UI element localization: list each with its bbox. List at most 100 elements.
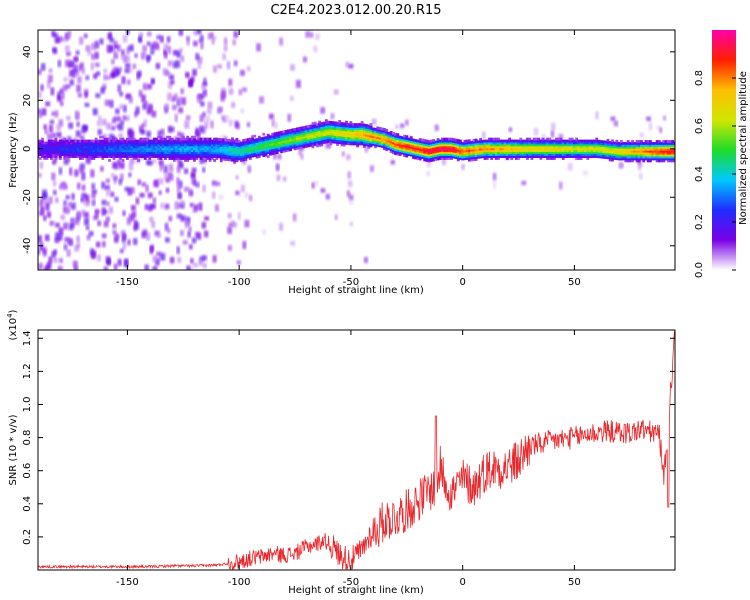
- heatmap-cell: [148, 155, 152, 158]
- heatmap-cell: [669, 140, 672, 143]
- heatmap-cell: [199, 256, 205, 262]
- heatmap-cell: [242, 87, 247, 92]
- heatmap-cell: [514, 139, 518, 143]
- heatmap-cell: [266, 137, 270, 141]
- heatmap-cell: [590, 141, 594, 145]
- heatmap-cell: [168, 145, 172, 149]
- heatmap-cell: [445, 137, 449, 141]
- heatmap-cell: [277, 135, 281, 139]
- heatmap-cell: [130, 151, 134, 155]
- heatmap-cell: [247, 165, 252, 173]
- heatmap-cell: [324, 130, 328, 134]
- heatmap-cell: [387, 139, 391, 143]
- heatmap-cell: [450, 139, 453, 143]
- heatmap-cell: [56, 123, 61, 131]
- heatmap-cell: [546, 147, 549, 151]
- heatmap-cell: [63, 157, 67, 160]
- heatmap-cell: [130, 143, 134, 147]
- heatmap-cell: [519, 137, 523, 141]
- heatmap-cell: [213, 141, 216, 145]
- heatmap-cell: [628, 159, 632, 163]
- heatmap-cell: [543, 147, 547, 151]
- heatmap-cell: [561, 143, 565, 147]
- heatmap-cell: [298, 140, 301, 144]
- heatmap-cell: [277, 131, 281, 135]
- heatmap-cell: [164, 137, 167, 141]
- heatmap-cell: [338, 127, 342, 131]
- heatmap-cell: [197, 155, 201, 158]
- heatmap-cell: [64, 237, 69, 242]
- heatmap-cell: [60, 214, 65, 220]
- heatmap-cell: [526, 157, 529, 160]
- heatmap-cell: [602, 150, 605, 153]
- heatmap-cell: [38, 149, 42, 153]
- heatmap-cell: [371, 143, 375, 146]
- heatmap-cell: [566, 143, 570, 147]
- heatmap-cell: [577, 155, 581, 158]
- heatmap-cell: [407, 137, 411, 141]
- heatmap-cell: [611, 156, 614, 160]
- heatmap-cell: [380, 127, 384, 131]
- heatmap-cell: [137, 141, 140, 145]
- heatmap-cell: [84, 102, 90, 107]
- heatmap-cell: [628, 145, 632, 149]
- heatmap-cell: [74, 141, 78, 145]
- heatmap-cell: [132, 210, 137, 219]
- heatmap-cell: [253, 148, 257, 152]
- heatmap-cell: [367, 142, 371, 145]
- heatmap-cell: [548, 147, 552, 151]
- heatmap-cell: [103, 139, 107, 143]
- heatmap-cell: [113, 40, 118, 48]
- heatmap-cell: [208, 145, 212, 149]
- heatmap-cell: [59, 258, 63, 264]
- heatmap-cell: [476, 151, 480, 155]
- heatmap-cell: [472, 150, 476, 154]
- heatmap-cell: [655, 153, 659, 157]
- heatmap-cell: [150, 49, 155, 55]
- heatmap-cell: [260, 146, 263, 150]
- heatmap-cell: [92, 108, 98, 116]
- heatmap-cell: [66, 157, 71, 163]
- heatmap-cell: [217, 149, 221, 153]
- heatmap-cell: [110, 145, 114, 149]
- heatmap-cell: [103, 151, 107, 155]
- heatmap-cell: [497, 141, 500, 145]
- heatmap-cell: [201, 85, 206, 90]
- heatmap-cell: [262, 146, 266, 150]
- heatmap-cell: [604, 142, 608, 146]
- heatmap-cell: [414, 152, 418, 156]
- heatmap-cell: [416, 151, 420, 155]
- heatmap-cell: [201, 141, 205, 145]
- heatmap-cell: [128, 45, 133, 51]
- heatmap-cell: [409, 145, 413, 149]
- snr-x-label: Height of straight line (km): [288, 585, 424, 596]
- heatmap-cell: [398, 145, 402, 149]
- heatmap-cell: [374, 141, 377, 145]
- heatmap-cell: [264, 145, 268, 149]
- heatmap-cell: [152, 255, 157, 263]
- heatmap-cell: [81, 147, 85, 151]
- x-tick-label: 0: [459, 577, 465, 588]
- heatmap-cell: [74, 217, 80, 225]
- heatmap-cell: [351, 138, 355, 142]
- heatmap-cell: [567, 163, 573, 171]
- heatmap-cell: [220, 135, 225, 140]
- heatmap-cell: [342, 139, 346, 143]
- heatmap-cell: [139, 151, 143, 155]
- heatmap-cell: [423, 154, 427, 158]
- heatmap-cell: [304, 139, 308, 142]
- heatmap-cell: [164, 103, 169, 111]
- heatmap-cell: [273, 145, 277, 149]
- heatmap-cell: [416, 147, 420, 151]
- heatmap-cell: [657, 151, 661, 155]
- heatmap-cell: [345, 124, 348, 128]
- heatmap-cell: [546, 141, 549, 145]
- heatmap-cell: [227, 226, 232, 234]
- heatmap-cell: [190, 76, 195, 83]
- heatmap-cell: [403, 134, 406, 138]
- heatmap-cell: [360, 140, 364, 144]
- heatmap-cell: [177, 131, 181, 137]
- heatmap-cell: [362, 123, 366, 127]
- heatmap-cell: [345, 136, 348, 140]
